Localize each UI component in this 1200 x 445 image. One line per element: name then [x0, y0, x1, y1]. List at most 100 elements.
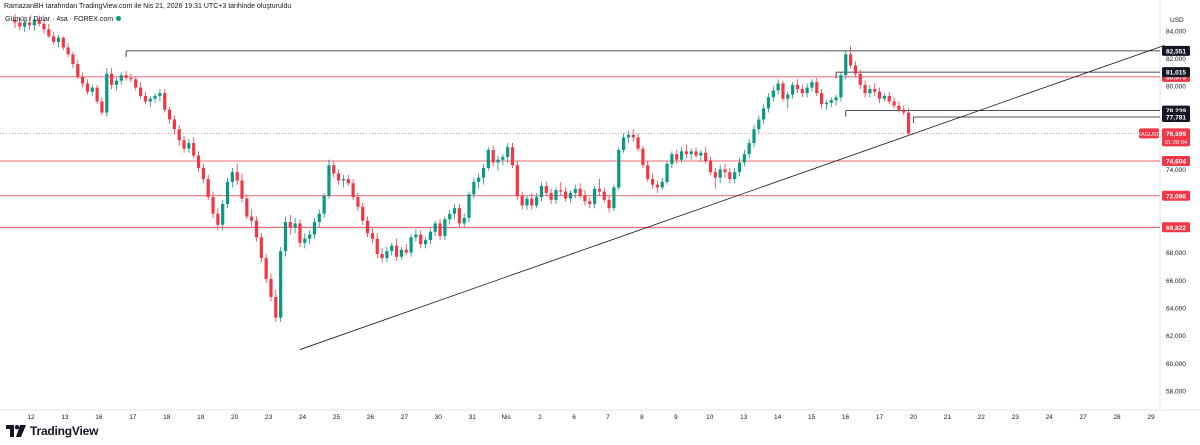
symbol-tag-box: [1139, 128, 1159, 139]
candle-body: [259, 237, 263, 259]
candle-body: [390, 245, 394, 252]
y-tick-label: 60,000: [1166, 361, 1186, 368]
candle-body: [481, 168, 486, 178]
x-tick-label: 14: [774, 414, 782, 421]
x-tick-label: 23: [265, 414, 273, 421]
candle-body: [486, 149, 490, 168]
candle-body: [269, 278, 273, 297]
candle-body: [452, 208, 457, 214]
candle-body: [641, 148, 645, 166]
candle-body: [737, 162, 742, 173]
x-tick-label: 26: [367, 414, 375, 421]
candle-body: [230, 172, 234, 182]
candle-body: [906, 112, 911, 134]
candle-body: [771, 90, 775, 98]
x-tick-label: 16: [95, 414, 103, 421]
symbol-label: Gümüş / Dolar · 4sa · FOREX.com: [5, 16, 114, 23]
candle-body: [158, 93, 162, 96]
x-tick-label: 27: [1080, 414, 1088, 421]
candle-body: [882, 95, 886, 99]
candle-body: [501, 156, 505, 160]
candle-body: [631, 134, 635, 138]
candle-body: [868, 89, 872, 94]
x-tick-label: 7: [606, 414, 610, 421]
candle-body: [593, 188, 597, 205]
current-price-text: 76,599: [1166, 131, 1186, 138]
candle-body: [110, 73, 114, 85]
candle-body: [462, 217, 466, 224]
y-tick-label: 74,000: [1166, 167, 1186, 174]
candle-body: [810, 82, 814, 88]
candle-body: [544, 186, 548, 193]
candle-body: [308, 234, 312, 239]
candle-body: [472, 181, 476, 195]
candle-body: [559, 190, 563, 192]
price-label-box: [1162, 156, 1190, 167]
candle-body: [829, 100, 833, 103]
candle-body: [409, 237, 413, 253]
bar-countdown-text: 01:28:04: [1165, 140, 1188, 146]
chart-attribution: RamazanBH tarafından TradingView.com ile…: [4, 3, 292, 10]
candle-body: [23, 22, 27, 27]
candle-body: [636, 137, 640, 149]
candle-body: [713, 172, 717, 178]
candle-body: [245, 198, 249, 217]
candle-body: [52, 36, 56, 42]
candle-body: [148, 98, 152, 102]
candle-body: [863, 84, 867, 94]
x-tick-label: 27: [401, 414, 409, 421]
candle-body: [61, 37, 65, 48]
candle-body: [520, 195, 524, 206]
candle-body: [341, 179, 346, 181]
candle-body: [201, 168, 205, 180]
y-tick-label: 68,000: [1166, 250, 1186, 257]
candle-body: [375, 238, 379, 254]
candle-body: [617, 149, 621, 188]
candle-body: [515, 165, 519, 196]
candle-body: [225, 181, 230, 205]
candle-body: [786, 94, 790, 99]
level-label-text: 81,015: [1166, 70, 1186, 77]
y-tick-label: 62,000: [1166, 333, 1186, 340]
candle-body: [747, 143, 751, 155]
x-tick-label: 21: [944, 414, 952, 421]
candle-body: [27, 22, 32, 26]
price-label-box: [1162, 222, 1190, 233]
x-tick-label: 19: [197, 414, 205, 421]
candle-body: [90, 87, 94, 92]
candle-body: [776, 83, 780, 91]
candle-body: [414, 234, 418, 238]
candle-body: [351, 183, 355, 198]
candle-body: [438, 223, 442, 236]
candle-body: [167, 109, 172, 120]
candle-body: [795, 84, 800, 89]
candle-body: [312, 222, 317, 235]
candle-body: [42, 23, 46, 30]
level-label-text: 78,239: [1166, 108, 1186, 115]
candle-body: [240, 180, 244, 199]
y-tick-label: 84,000: [1166, 28, 1186, 35]
tradingview-logo[interactable]: TradingView: [6, 424, 98, 438]
x-tick-label: 8: [640, 414, 644, 421]
x-tick-label: 2: [538, 414, 542, 421]
candle-body: [844, 54, 848, 76]
candle-body: [530, 198, 534, 206]
candle-body: [791, 84, 795, 95]
candle-body: [612, 187, 616, 209]
candle-body: [235, 172, 239, 181]
candle-body: [274, 296, 278, 318]
market-open-dot: [116, 16, 122, 21]
level-label-box: [1162, 45, 1190, 56]
candle-body: [56, 37, 61, 42]
candle-body: [216, 213, 220, 225]
x-tick-label: 24: [1046, 414, 1054, 421]
candle-body: [660, 181, 664, 188]
candle-body: [221, 204, 225, 225]
candle-body: [621, 137, 626, 150]
x-tick-label: 15: [808, 414, 816, 421]
candle-body: [824, 102, 829, 105]
candle-body: [172, 119, 176, 130]
y-tick-label: 82,000: [1166, 56, 1186, 63]
candle-body: [298, 223, 302, 243]
